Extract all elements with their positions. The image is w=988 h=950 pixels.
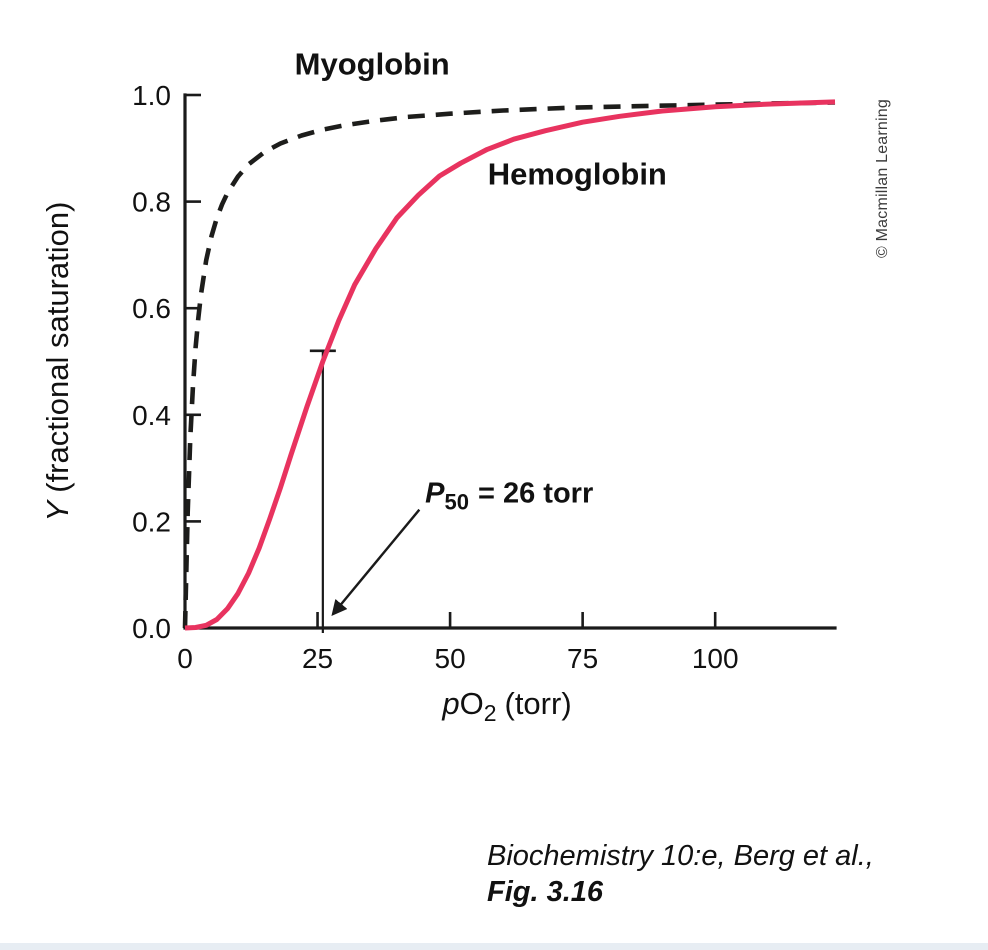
x-tick-label: 100 xyxy=(692,643,739,674)
figure-caption: Biochemistry 10:e, Berg et al., Fig. 3.1… xyxy=(487,838,874,911)
hemoglobin-label: Hemoglobin xyxy=(488,157,667,192)
y-axis-label: Y(fractional saturation) xyxy=(40,202,75,522)
caption-figure-number: Fig. 3.16 xyxy=(487,876,604,909)
y-tick-label: 1.0 xyxy=(132,80,171,111)
y-tick-label: 0.2 xyxy=(132,506,171,537)
x-axis-label: pO2 (torr) xyxy=(441,686,571,726)
caption-source: Biochemistry 10:e, Berg et al., xyxy=(487,840,874,872)
x-tick-label: 50 xyxy=(435,643,466,674)
hemoglobin-curve xyxy=(184,99,836,631)
copyright-watermark: © Macmillan Learning xyxy=(874,99,891,258)
y-tick-label: 0.6 xyxy=(132,293,171,324)
myoglobin-label: Myoglobin xyxy=(295,47,450,82)
myoglobin-curve xyxy=(182,100,836,629)
oxygen-binding-chart: 0 25 50 75 100 0.0 0.2 0.4 0.6 0.8 1.0 pO2 (torr) Y(f… xyxy=(40,47,837,726)
p50-annotation: P50 = 26 torr xyxy=(425,478,593,515)
x-tick-label: 0 xyxy=(177,643,193,674)
x-tick-label: 25 xyxy=(302,643,333,674)
y-tick-label: 0.8 xyxy=(132,187,171,218)
p50-arrow xyxy=(331,508,421,616)
y-tick-label: 0.0 xyxy=(132,613,171,644)
bottom-strip xyxy=(0,943,988,950)
x-tick-label: 75 xyxy=(567,643,598,674)
y-tick-label: 0.4 xyxy=(132,400,171,431)
